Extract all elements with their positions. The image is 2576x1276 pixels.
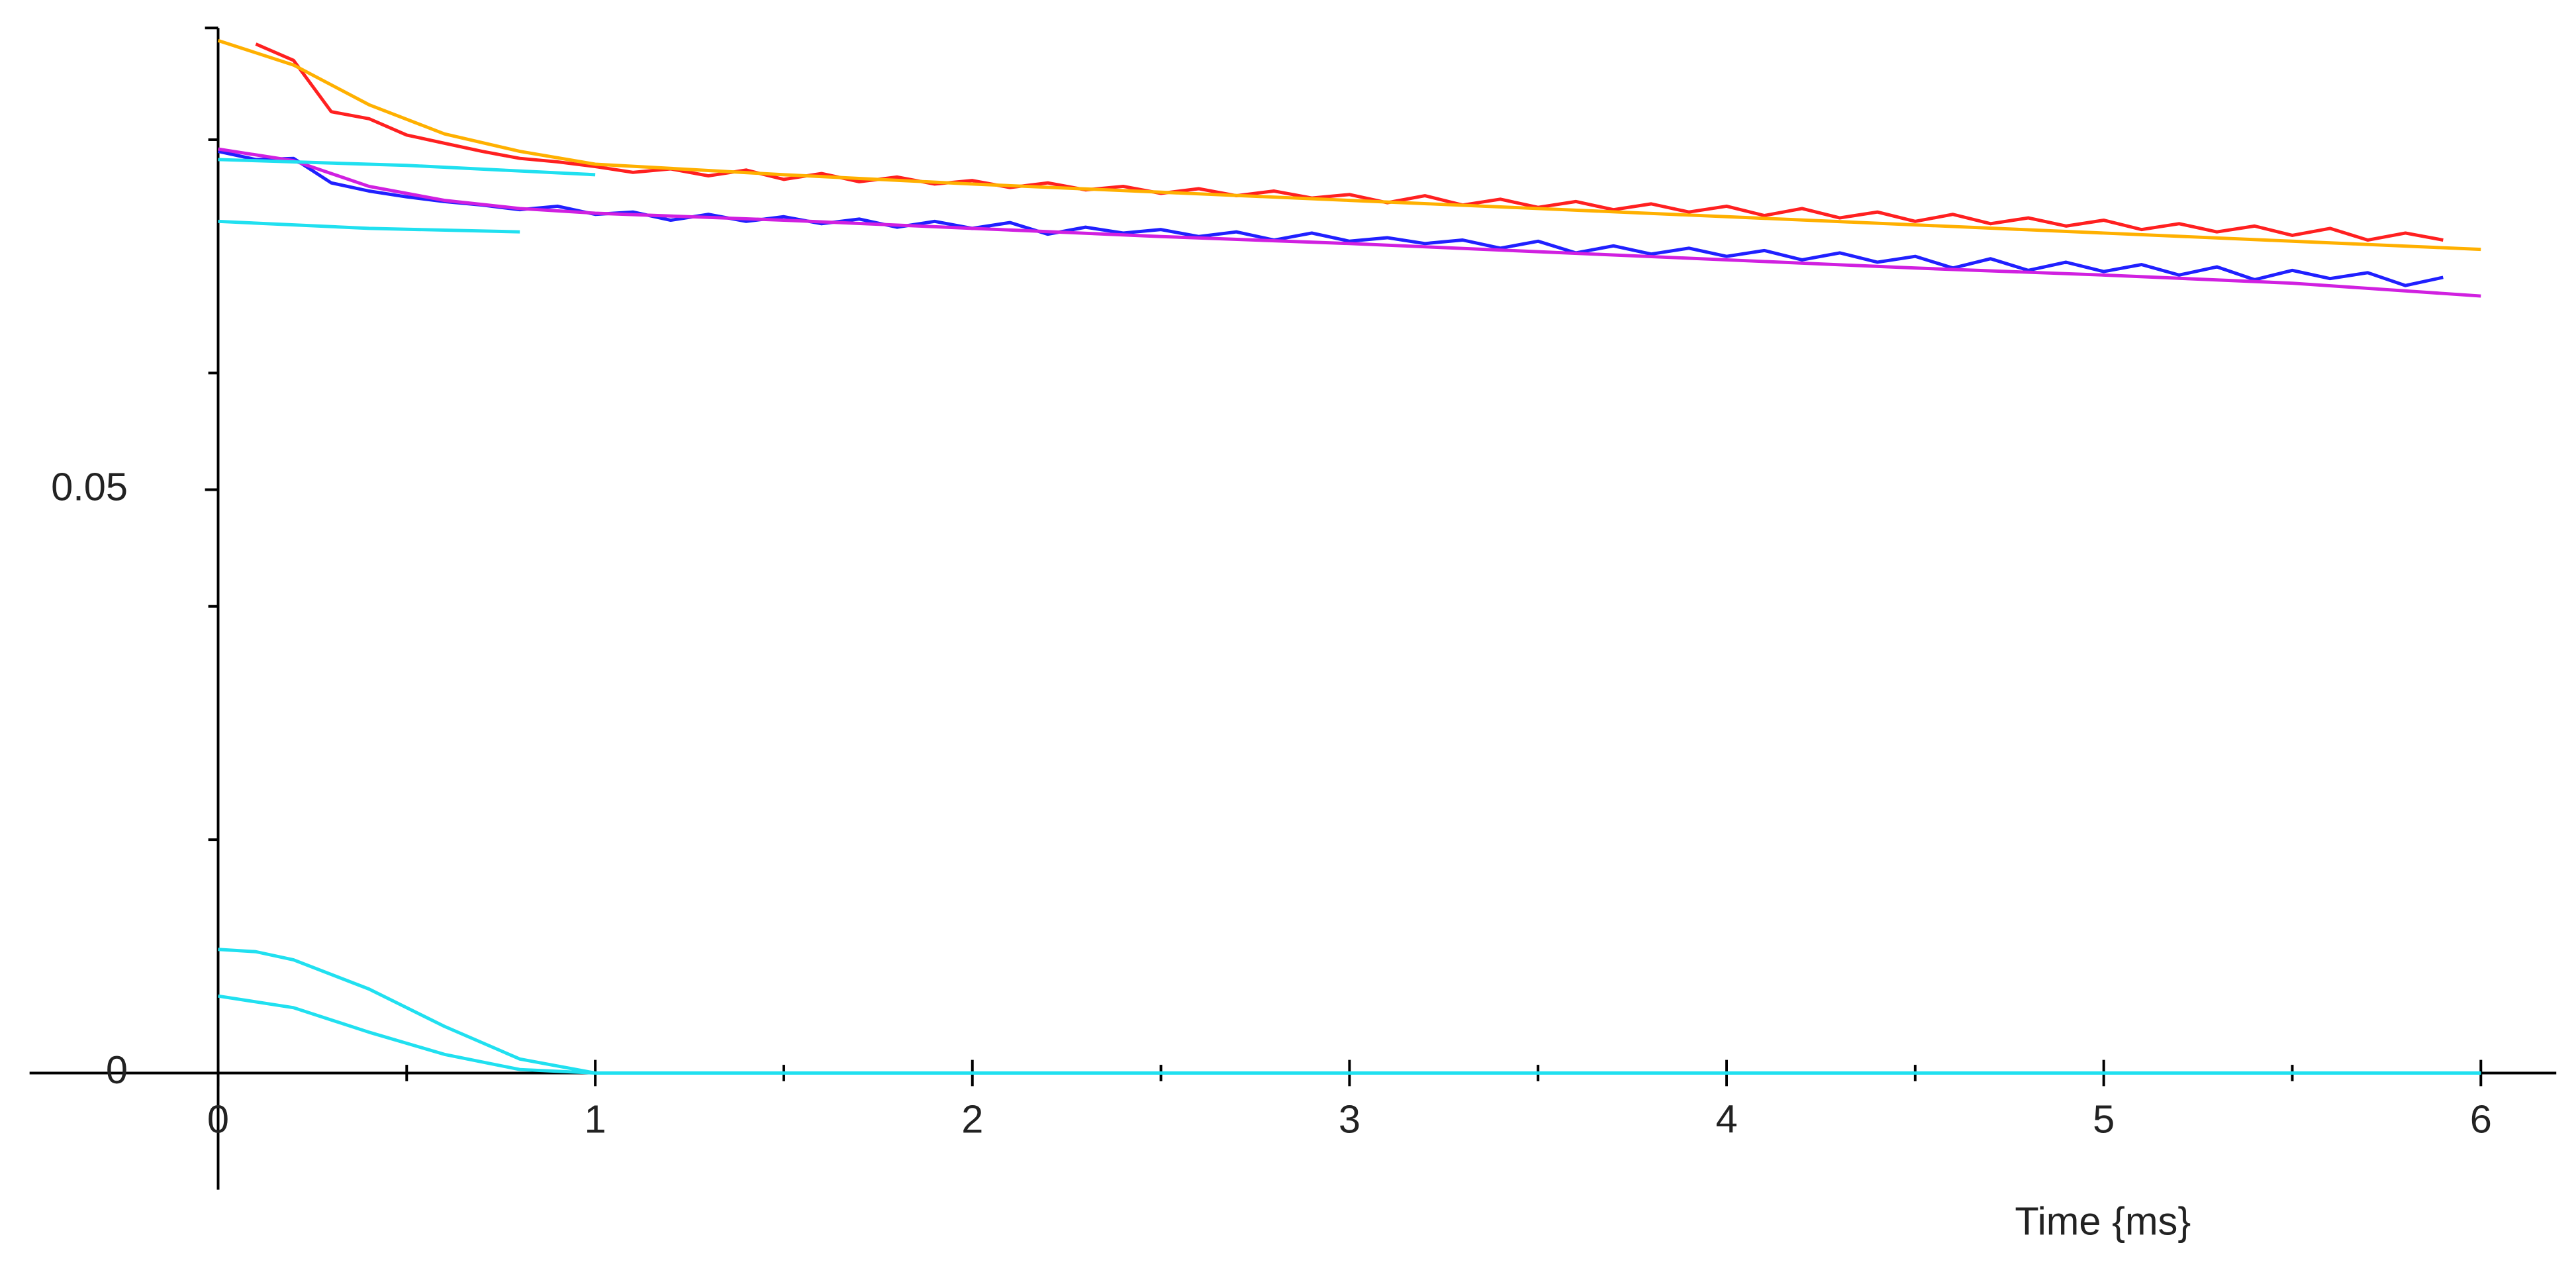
x-tick-label: 4 (1715, 1097, 1737, 1142)
x-tick-label: 1 (585, 1097, 606, 1142)
x-tick-label: 6 (2470, 1097, 2492, 1142)
x-tick-label: 0 (207, 1097, 229, 1142)
x-tick-label: 2 (961, 1097, 983, 1142)
x-tick-label: 3 (1339, 1097, 1360, 1142)
x-axis-label: Time {ms} (2015, 1199, 2191, 1244)
series-line (255, 42, 2444, 242)
y-tick-label: 0.05 (51, 464, 128, 509)
series-line (218, 147, 2481, 298)
series-line (218, 994, 2481, 1075)
series-line (217, 38, 2481, 252)
series-line (218, 948, 2481, 1075)
y-tick-label: 0 (106, 1048, 128, 1092)
series-line (218, 158, 596, 177)
series-line (218, 219, 520, 234)
x-tick-label: 5 (2093, 1097, 2115, 1142)
